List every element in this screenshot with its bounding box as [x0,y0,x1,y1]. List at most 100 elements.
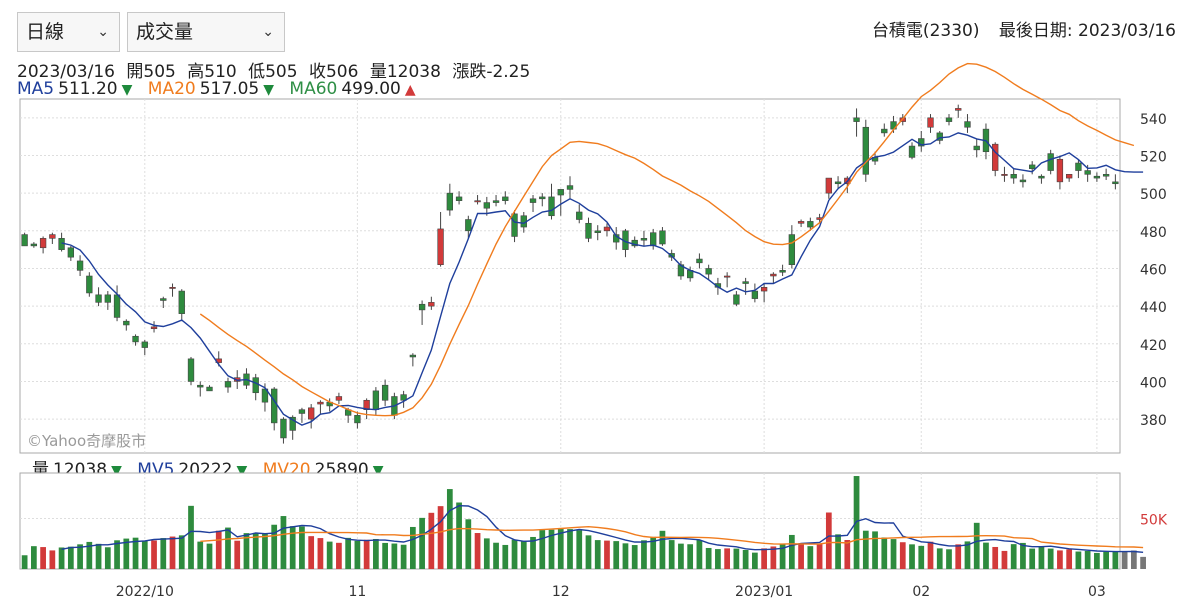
volume-bar [835,534,841,569]
ohlc-volume: 量12038 [369,62,441,82]
candle-body [1019,179,1027,183]
candle-body [141,341,148,348]
volume-bar [604,540,610,569]
candle-body [548,196,555,217]
candle-body [428,302,435,307]
candle-body [908,145,916,158]
candle-body [603,226,611,232]
volume-bar [862,530,869,569]
candle-body [483,202,490,209]
candle-body [49,234,56,239]
candle-body [936,132,943,141]
volume-bar [373,538,379,569]
volume-bar [927,541,934,569]
volume-bar [641,540,647,569]
volume-bar [557,528,564,569]
candle-body [973,145,980,151]
ohlc-change: 漲跌-2.25 [452,62,531,82]
candle-body [1056,158,1064,183]
candle-body [271,388,278,424]
volume-bar [243,533,250,569]
volume-bar [1001,550,1008,569]
volume-bar [807,546,814,569]
volume-bar [770,546,777,569]
candle-body [788,234,796,266]
candle-body [335,396,343,401]
candle-body [86,275,93,294]
volume-bar [456,502,462,569]
volume-bar [391,543,398,569]
candle-body [834,181,842,185]
candle-body [437,228,444,266]
volume-bar [659,530,666,569]
volume-bar [955,544,962,569]
volume-bar [733,548,740,569]
volume-bar [1131,550,1137,569]
candle-body [113,294,121,318]
volume-bar [400,544,407,569]
volume-bar [752,552,758,569]
volume-bar [881,537,888,569]
volume-bar [825,512,832,569]
candle-body [197,384,204,388]
volume-bar [678,543,684,569]
volume-bar [1029,548,1036,569]
volume-bar [548,529,555,569]
volume-bar [299,526,305,569]
candle-body [95,294,102,303]
candle-body [455,196,463,201]
ma5-line [61,132,1144,426]
period-select[interactable]: 日線 ⌄ [17,12,120,52]
volume-bar [1057,550,1063,569]
volume-bar [1094,552,1100,569]
candle-body [252,377,259,394]
volume-bar [114,540,120,569]
candle-body [742,281,749,284]
candle-body [511,213,518,237]
candle-body [1038,175,1045,179]
indicator-select[interactable]: 成交量 ⌄ [127,12,285,52]
volume-bar [650,536,657,569]
volume-bar [1112,551,1119,569]
volume-bar [409,526,416,569]
volume-bar [1075,551,1082,569]
volume-bar [40,547,46,569]
candle-body [1075,162,1082,171]
volume-bar [308,536,315,569]
candle-body [1047,153,1054,171]
candle-body [640,238,648,241]
price-tick-label: 520 [1140,149,1167,165]
ohlc-summary: 2023/03/16 開505 高510 低505 收506 量12038 漲跌… [17,57,536,82]
volume-bar [262,534,268,569]
candle-body [576,211,583,220]
candle-body [862,126,869,175]
candle-body [881,128,888,134]
candle-body [1084,170,1091,175]
volume-bar [123,538,130,569]
volume-bar [539,530,546,569]
candle-body [492,200,500,203]
volume-bar [271,524,278,569]
volume-bar [779,544,786,569]
volume-bar [594,540,601,569]
volume-bar [983,542,989,569]
volume-bar [437,506,444,569]
mv20-line [200,525,1144,549]
x-tick-label: 2023/01 [735,584,793,600]
candle-body [733,294,740,305]
price-tick-label: 480 [1140,225,1167,241]
volume-bar [31,546,37,569]
volume-bar [95,543,102,569]
volume-bar [696,539,703,569]
volume-bar [567,529,573,569]
price-tick-label: 540 [1140,112,1167,128]
candle-body [317,401,324,405]
x-tick-label: 11 [348,584,366,600]
candle-body [1102,174,1110,177]
candle-body [770,273,777,277]
volume-bar [382,542,388,569]
ohlc-date: 2023/03/16 [17,62,115,82]
candle-body [400,394,407,401]
ohlc-open: 開505 [126,62,176,82]
